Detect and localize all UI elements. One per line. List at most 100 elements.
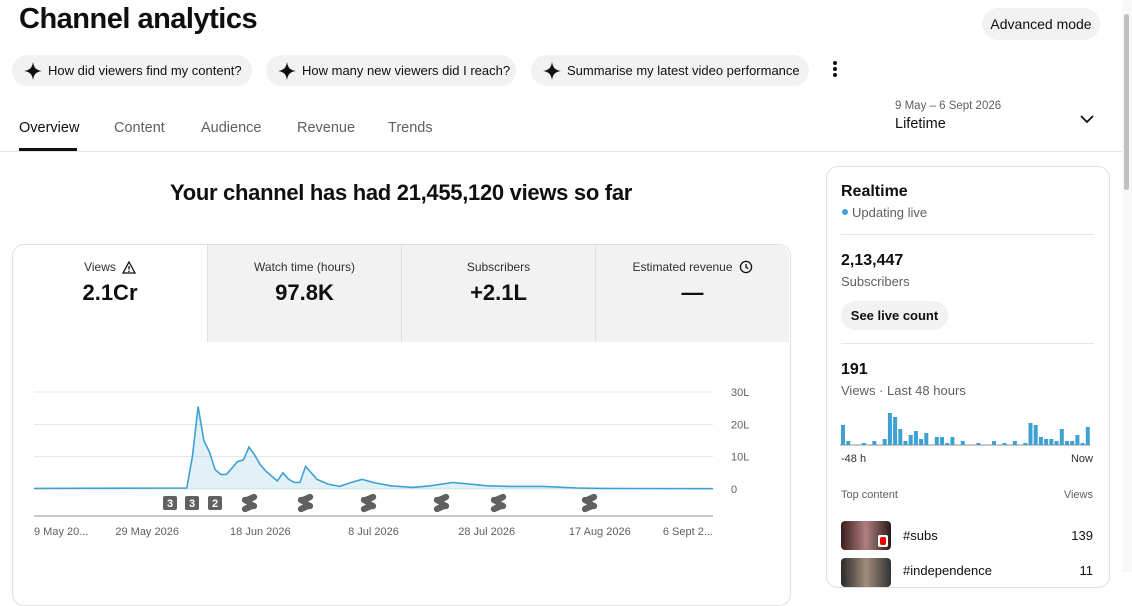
spark-icon (24, 62, 42, 80)
upload-badge-count: 2 (212, 498, 218, 510)
spark-icon (278, 62, 296, 80)
x-tick-label: 29 May 2026 (115, 526, 179, 538)
metric-label: Watch time (hours) (254, 260, 355, 274)
realtime-status: Updating live (852, 205, 928, 220)
video-views: 139 (1071, 528, 1093, 543)
subscriber-label: Subscribers (841, 274, 910, 289)
y-tick-label: 30L (731, 387, 749, 399)
realtime-bar (924, 433, 929, 445)
suggestion-text: How did viewers find my content? (48, 63, 242, 78)
tab[interactable]: Trends (388, 120, 433, 136)
video-views: 11 (1079, 563, 1094, 578)
metric-tab[interactable]: Views 2.1Cr (13, 245, 207, 342)
date-range-label[interactable]: Lifetime (895, 116, 946, 132)
views-line (33, 406, 714, 490)
live-dot (842, 209, 848, 215)
realtime-bar (1075, 435, 1080, 445)
top-content-label: Top content (841, 489, 898, 501)
tabs-divider (0, 151, 1122, 152)
realtime-bar (882, 439, 887, 445)
metric-tab[interactable]: Watch time (hours) 97.8K (207, 245, 401, 342)
suggestion-text: How many new viewers did I reach? (302, 63, 511, 78)
shorts-markers (241, 493, 598, 513)
divider (841, 234, 1094, 235)
x-tick-label: 8 Jul 2026 (348, 526, 399, 538)
tab-underline (19, 148, 77, 151)
metric-value: +2.1L (470, 280, 527, 305)
realtime-bar (1059, 429, 1064, 445)
y-tick-label: 10L (731, 452, 749, 464)
warning-icon (121, 260, 136, 274)
metric-label: Subscribers (466, 260, 531, 274)
realtime-bar (1023, 443, 1028, 445)
views-column-label: Views (1063, 489, 1093, 501)
upload-badge (208, 496, 222, 510)
clock-icon (739, 260, 752, 274)
tab[interactable]: Content (114, 120, 165, 136)
suggestion-chip[interactable]: Summarise my latest video performance (531, 55, 809, 86)
metric-value: 2.1Cr (82, 280, 138, 305)
see-live-count-button[interactable]: See live count (841, 301, 948, 330)
realtime-bar (1044, 439, 1049, 445)
tab[interactable]: Audience (201, 120, 262, 136)
bars-start-label: -48 h (841, 453, 867, 465)
suggestion-chip[interactable]: How many new viewers did I reach? (266, 55, 516, 86)
metric-tab[interactable]: Subscribers +2.1L (401, 245, 595, 342)
realtime-bar (1049, 439, 1054, 445)
realtime-bar (872, 441, 877, 445)
upload-badge-count: 3 (167, 498, 173, 510)
realtime-bar (945, 443, 950, 445)
realtime-bar (1033, 425, 1038, 445)
more-menu[interactable] (829, 59, 841, 79)
realtime-bar (992, 441, 996, 445)
tab[interactable]: Revenue (297, 120, 356, 136)
upload-badge (185, 496, 199, 510)
realtime-bar (940, 437, 944, 445)
views-chart: 0 10L 20L 30L 9 May 20... 29 May 2026 18 Jun 2… (33, 387, 749, 538)
realtime-bar (1080, 443, 1085, 445)
realtime-title: Realtime (841, 183, 908, 200)
page-title: Channel analytics (19, 3, 258, 35)
realtime-views-label: Views · Last 48 hours (841, 383, 966, 398)
realtime-bar (1038, 437, 1043, 445)
realtime-bar (903, 441, 908, 445)
realtime-bar (976, 443, 981, 445)
date-range: 9 May – 6 Sept 2026 (895, 100, 1002, 112)
video-title[interactable]: #independence (903, 563, 992, 578)
metric-value: 97.8K (275, 280, 334, 305)
realtime-views: 191 (841, 361, 868, 378)
realtime-card (826, 166, 1110, 588)
upload-badge (163, 496, 177, 510)
suggestion-chip[interactable]: How did viewers find my content? (12, 55, 252, 86)
x-tick-label: 18 Jun 2026 (230, 526, 291, 538)
video-title[interactable]: #subs (903, 528, 938, 543)
subscriber-count: 2,13,447 (841, 252, 904, 269)
scrollbar[interactable] (1122, 0, 1132, 572)
tab[interactable]: Overview (19, 120, 80, 136)
realtime-bar (934, 437, 939, 445)
realtime-bars (840, 413, 1090, 446)
realtime-bar (841, 425, 845, 445)
suggestion-text: Summarise my latest video performance (567, 63, 800, 78)
realtime-bar (898, 429, 903, 445)
video-thumbnail[interactable] (841, 521, 891, 550)
metric-label: Estimated revenue (632, 260, 733, 274)
divider (841, 343, 1094, 344)
y-tick-label: 0 (731, 484, 737, 496)
metric-value: — (681, 280, 704, 305)
advanced-mode-button[interactable]: Advanced mode (982, 8, 1100, 40)
dropdown-chevron[interactable] (1079, 113, 1095, 125)
realtime-bar (1028, 423, 1033, 445)
realtime-bar (1065, 441, 1069, 445)
realtime-bar (893, 417, 898, 445)
realtime-bar (950, 437, 955, 445)
realtime-bar (1012, 441, 1017, 445)
realtime-bar (1054, 441, 1059, 445)
realtime-bar (846, 441, 851, 445)
realtime-bar (861, 443, 866, 445)
video-thumbnail[interactable] (841, 558, 891, 587)
realtime-bar (919, 439, 924, 445)
metric-tab[interactable]: Estimated revenue — (595, 245, 789, 342)
x-tick-label: 6 Sept 2... (663, 526, 713, 538)
